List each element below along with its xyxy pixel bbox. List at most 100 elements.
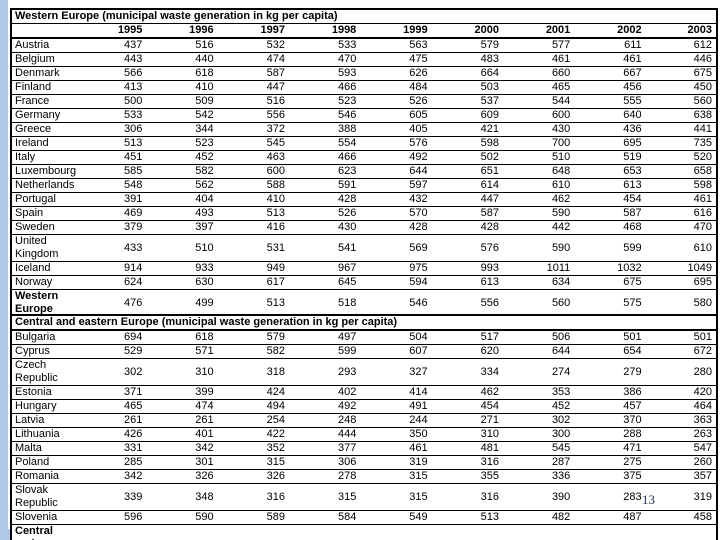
year-header: 1996 [146,23,218,39]
year-header: 1997 [217,23,289,39]
cell-value: 541 [288,234,361,262]
cell-value: 526 [288,206,361,221]
cell-value: 533 [288,38,361,53]
cell-value: 600 [502,108,575,123]
cell-value: 466 [288,150,361,165]
cell-value: 503 [431,80,503,95]
row-label: Denmark [11,66,75,81]
cell-value: 465 [75,399,147,414]
cell-value: 660 [502,66,575,81]
cell-value: 410 [146,80,218,95]
row-label: Iceland [11,261,75,276]
cell-value: 560 [645,94,717,109]
row-label: Sweden [11,220,75,235]
table-row: Iceland 914 933 949 967 975 993 1011 1032 1049 [11,261,717,276]
cell-value: 306 [288,455,361,470]
cell-value: 675 [645,66,717,81]
cell-value: 352 [217,441,289,456]
table-row: Lithuania 426 401 422 444 350 310 300 288 263 [11,427,717,442]
cell-value: 456 [574,80,646,95]
cell-value: 350 [360,427,432,442]
cell-value: 441 [645,122,717,137]
cell-value: 263 [645,427,717,442]
cell-value: 260 [645,455,717,470]
slide-page-number: 13 [642,492,655,507]
cell-value: 471 [574,441,646,456]
cell-value: 590 [502,234,575,262]
cell-value: 544 [502,94,575,109]
cell-value: 454 [431,399,503,414]
cell-value: 344 [146,122,218,137]
cell-value: 377 [288,441,361,456]
cell-value: 437 [75,38,147,53]
cell-value: 343 [502,524,575,540]
cell-value: 610 [502,178,575,193]
cell-value: 261 [146,413,218,428]
cell-value: 576 [360,136,432,151]
cell-value: 532 [217,38,289,53]
cell-value: 914 [75,261,147,276]
table-row: Sweden 379 397 416 430 428 428 442 468 470 [11,220,717,235]
cell-value: 275 [574,455,646,470]
cell-value: 428 [288,192,361,207]
cell-value: 391 [75,192,147,207]
cell-value: 599 [574,234,646,262]
cell-value: 430 [288,220,361,235]
cell-value: 520 [645,150,717,165]
table-row: Norway 624 630 617 645 594 613 634 675 695 [11,275,717,290]
row-label: Belgium [11,52,75,67]
cell-value: 949 [217,261,289,276]
cell-value: 465 [502,80,575,95]
table-row: Germany 533 542 556 546 605 609 600 640 638 [11,108,717,123]
table-row: Western Europe 476 499 513 518 546 556 560 575 58… [11,289,717,318]
cell-value: 444 [288,427,361,442]
cell-value: 248 [288,413,361,428]
cell-value: 497 [288,330,361,345]
table-row: Italy 451 452 463 466 492 502 510 519 520 [11,150,717,165]
row-label: Slovenia [11,510,75,525]
table-row: Hungary 465 474 494 492 491 454 452 457 464 [11,399,717,414]
row-label: Italy [11,150,75,165]
cell-value: 293 [288,358,361,386]
cell-value: 695 [574,136,646,151]
row-label: Portugal [11,192,75,207]
cell-value: 624 [75,275,147,290]
row-label: Czech Republic [11,358,75,386]
table-row: Bulgaria 694 618 579 497 504 517 506 501 501 [11,330,717,345]
cell-value: 404 [146,192,218,207]
table-row: Slovak Republic 339 348 316 315 315 316 390 283 3… [11,483,717,511]
cell-value: 355 [431,469,503,484]
row-label: Bulgaria [11,330,75,345]
cell-value: 462 [431,385,503,400]
year-header: 1995 [75,23,147,39]
row-label: Latvia [11,413,75,428]
cell-value: 428 [431,220,503,235]
cell-value: 588 [217,178,289,193]
table-row: Denmark 566 618 587 593 626 664 660 667 675 [11,66,717,81]
table-row: Netherlands 548 562 588 591 597 614 610 613 598 [11,178,717,193]
cell-value: 571 [146,344,218,359]
cell-value: 590 [146,510,218,525]
year-header: 2000 [431,23,503,39]
cell-value: 422 [217,427,289,442]
cell-value: 433 [75,234,147,262]
cell-value: 630 [146,275,218,290]
cell-value: 516 [217,94,289,109]
table-row: Central and eastern Europe36436236634435… [11,524,717,540]
cell-value: 244 [360,413,432,428]
cell-value: 306 [75,122,147,137]
cell-value: 626 [360,66,432,81]
cell-value: 533 [75,108,147,123]
cell-value: 587 [574,206,646,221]
cell-value: 493 [146,206,218,221]
cell-value: 310 [431,427,503,442]
table-row: Cyprus 529 571 582 599 607 620 644 654 672 [11,344,717,359]
cell-value: 1032 [574,261,646,276]
cell-value: 613 [574,178,646,193]
cell-value: 587 [431,206,503,221]
cell-value: 695 [645,275,717,290]
cell-value: 469 [75,206,147,221]
cell-value: 589 [217,510,289,525]
cell-value: 933 [146,261,218,276]
